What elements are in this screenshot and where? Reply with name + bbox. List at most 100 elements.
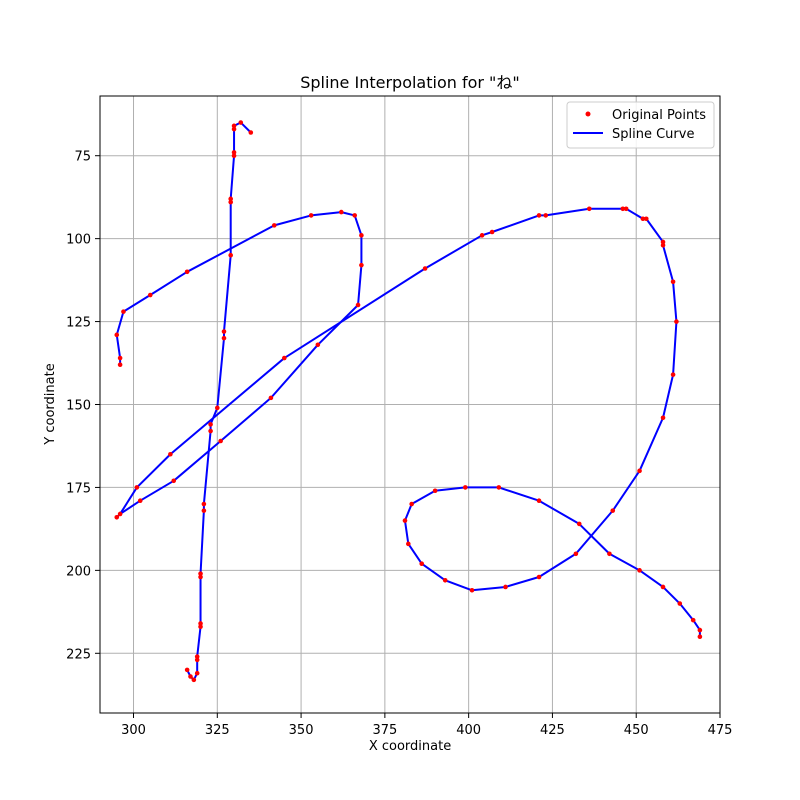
original-point [238, 120, 244, 125]
x-tick-label: 350 [289, 723, 314, 738]
original-points-series [114, 120, 703, 683]
original-point [359, 262, 364, 268]
original-point [228, 252, 233, 258]
x-tick-label: 300 [121, 723, 146, 738]
x-tick-label: 375 [372, 723, 397, 738]
original-point [231, 123, 237, 129]
original-point [191, 677, 197, 683]
legend: Original Points Spline Curve [566, 101, 715, 149]
original-point [422, 266, 428, 271]
original-point [208, 422, 213, 427]
original-point [134, 485, 140, 490]
original-point [496, 485, 502, 490]
original-point [503, 584, 508, 590]
original-point [463, 485, 468, 490]
original-point [660, 239, 666, 245]
original-point [670, 279, 676, 285]
original-point [117, 511, 123, 517]
x-axis-label: X coordinate [369, 739, 451, 754]
x-tick-label: 425 [540, 723, 565, 738]
x-tick-label: 475 [708, 723, 733, 738]
original-point [432, 488, 438, 494]
legend-box [566, 101, 715, 149]
original-point [114, 332, 120, 338]
original-point [610, 508, 616, 513]
original-point [184, 667, 190, 673]
chart-title: Spline Interpolation for "ね" [300, 73, 520, 92]
original-point [677, 601, 683, 606]
original-point [228, 196, 233, 202]
original-point [231, 150, 237, 155]
legend-marker-original-points [585, 111, 591, 117]
x-tick-label: 450 [624, 723, 649, 738]
original-point [248, 130, 254, 135]
original-point [221, 329, 227, 334]
original-point [208, 428, 213, 434]
original-point [114, 514, 120, 520]
original-point [184, 269, 190, 275]
original-point [198, 624, 203, 630]
original-point [697, 634, 703, 639]
original-point [607, 551, 612, 557]
original-point [543, 213, 549, 218]
original-point [147, 292, 153, 298]
y-tick-label: 75 [74, 150, 91, 165]
original-point [406, 541, 411, 547]
original-point [201, 501, 207, 507]
original-point [215, 405, 220, 411]
original-point [171, 478, 177, 484]
original-point [198, 621, 203, 626]
original-point [198, 571, 203, 576]
original-point [660, 242, 666, 248]
original-point [228, 199, 233, 205]
y-tick-label: 200 [66, 564, 91, 579]
original-point [573, 551, 579, 557]
original-point [637, 468, 642, 474]
original-point [355, 302, 361, 308]
original-point [640, 216, 646, 222]
y-tick-label: 125 [66, 316, 91, 331]
original-point [536, 213, 542, 218]
x-tick-label: 325 [205, 723, 230, 738]
original-point [271, 223, 277, 228]
original-point [168, 451, 173, 457]
original-point [489, 229, 495, 235]
original-point [587, 206, 592, 212]
original-point [188, 674, 193, 679]
original-point [315, 342, 321, 348]
original-point [402, 518, 408, 523]
x-axis-ticks: 300 325 350 375 400 425 450 475 [121, 713, 732, 738]
original-point [409, 501, 414, 507]
y-tick-label: 225 [66, 647, 91, 662]
original-point [218, 438, 223, 444]
original-point [194, 670, 200, 676]
original-point [442, 578, 448, 583]
original-point [198, 574, 203, 580]
original-point [536, 574, 542, 580]
original-point [670, 372, 676, 377]
original-point [201, 508, 207, 513]
original-point [137, 498, 143, 504]
original-point [697, 627, 703, 633]
legend-label-spline-curve: Spline Curve [612, 127, 694, 142]
original-point [308, 213, 314, 218]
original-point [221, 335, 227, 341]
original-point [231, 126, 237, 132]
original-point [576, 521, 582, 527]
original-point [623, 206, 629, 212]
original-point [194, 654, 200, 659]
y-tick-label: 150 [66, 399, 91, 414]
original-point [674, 319, 679, 324]
original-point [339, 209, 344, 215]
original-point [352, 213, 358, 218]
original-point [479, 233, 485, 238]
original-point [231, 153, 237, 159]
y-axis-label: Y coordinate [43, 363, 58, 445]
original-point [268, 395, 274, 401]
original-point [419, 561, 425, 567]
y-axis-ticks: 75 100 125 150 175 200 225 [66, 150, 100, 662]
x-tick-label: 400 [456, 723, 481, 738]
original-point [117, 362, 123, 367]
original-point [660, 415, 666, 421]
original-point [121, 309, 126, 314]
